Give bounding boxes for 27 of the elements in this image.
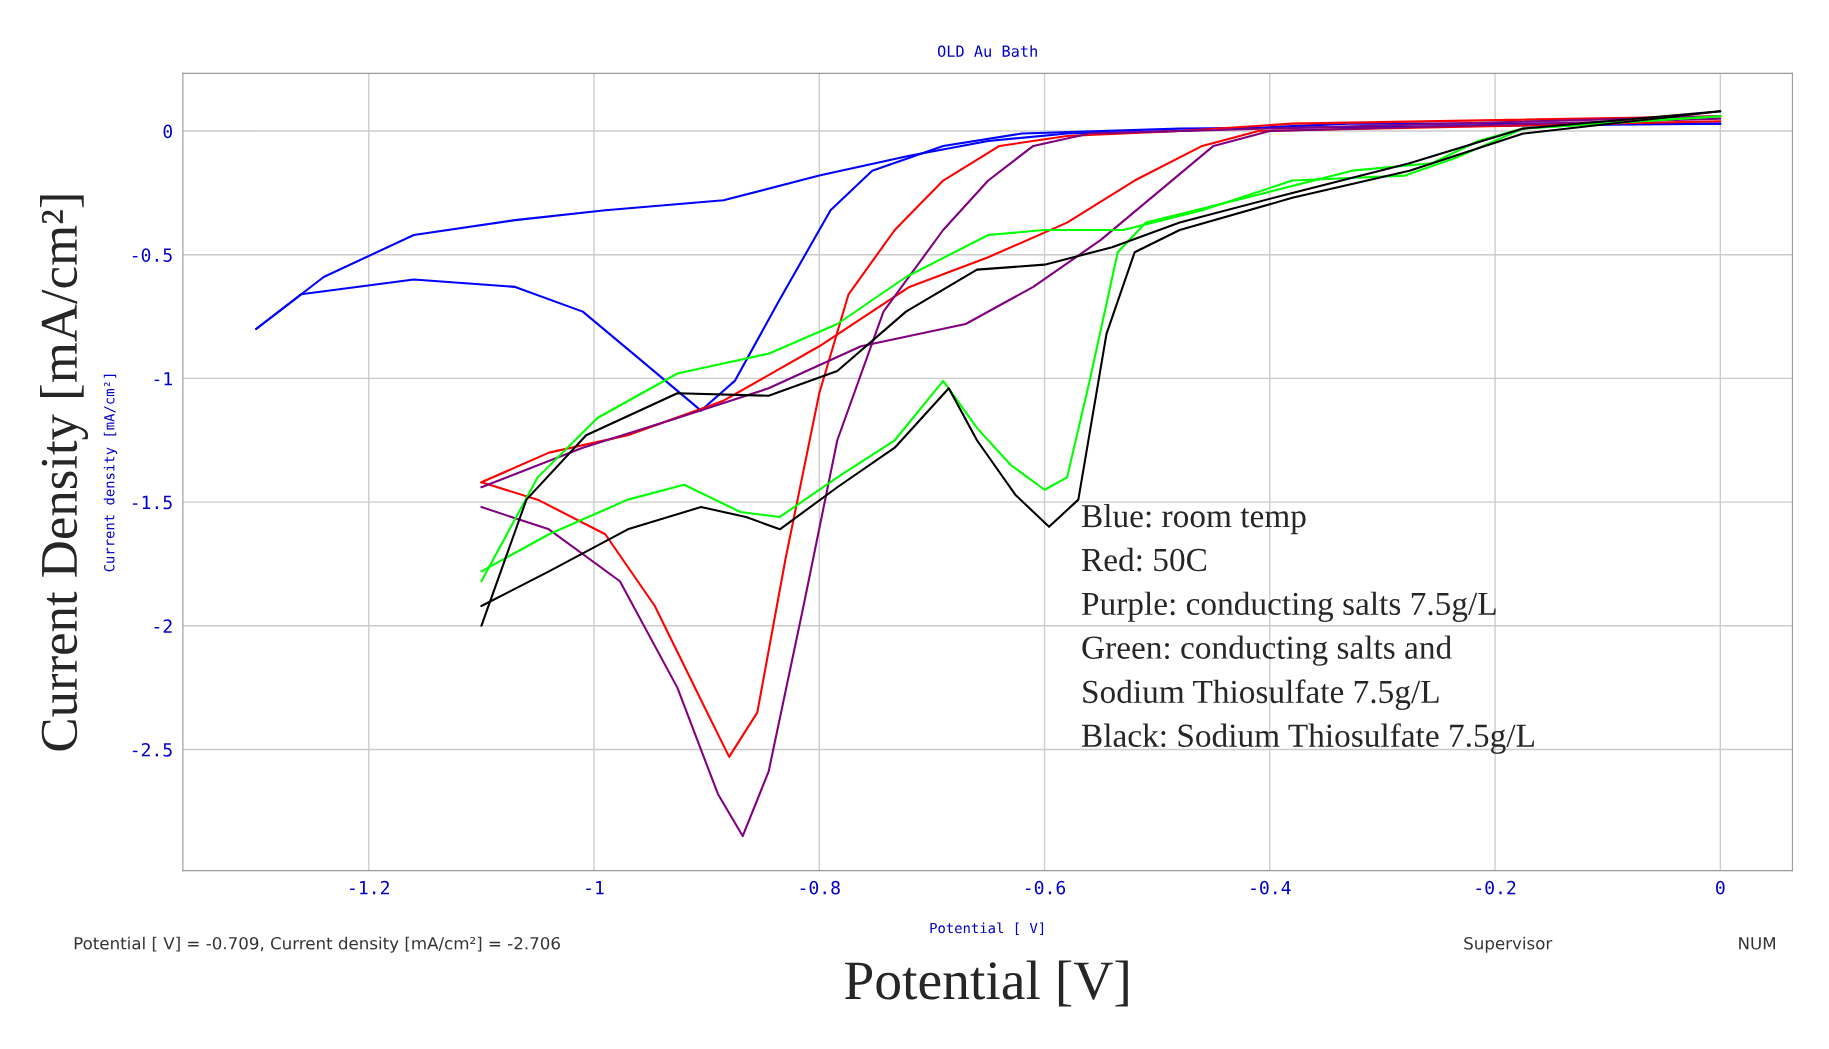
text: Potential [ V] = -0.709, Current density [mA/cm²] = -2.706 [74,936,560,953]
annotation: Blue: room temp [1081,503,1306,535]
annotation: Black: Sodium Thiosulfate 7.5g/L [1081,723,1534,754]
annotation: Purple: conducting salts 7.5g/L [1081,591,1496,622]
y-tick-label: -1.5 [132,495,172,510]
text: Supervisor [1464,936,1553,953]
text: Current density [mA/cm²] [103,374,118,572]
y-tick-label: -0.5 [132,248,172,262]
y-tick-label: 0 [163,124,173,139]
y-axis-title: Current Density [mA/cm²] [40,195,89,751]
text: Potential [ V] [930,922,1044,935]
x-tick-label: 0 [1716,880,1725,895]
annotation: Sodium Thiosulfate 7.5g/L [1083,679,1439,710]
y-tick-label: -1 [154,372,172,386]
x-tick-label: -1.2 [350,880,389,895]
chart-title: OLD Au Bath [937,45,1037,57]
x-tick-label: -0.2 [1476,880,1516,895]
x-axis-title: Potential [V] [845,960,1128,1007]
annotation: Green: conducting salts and [1082,635,1452,666]
x-tick-label: -0.8 [800,880,840,895]
x-tick-label: -1 [586,881,604,895]
x-tick-label: -0.4 [1251,880,1291,895]
y-tick-label: -2.5 [132,742,172,757]
y-tick-label: -2 [154,619,172,633]
annotation: Red: 50C [1081,547,1207,572]
text: NUM [1739,937,1775,950]
x-tick-label: -0.6 [1025,880,1066,895]
